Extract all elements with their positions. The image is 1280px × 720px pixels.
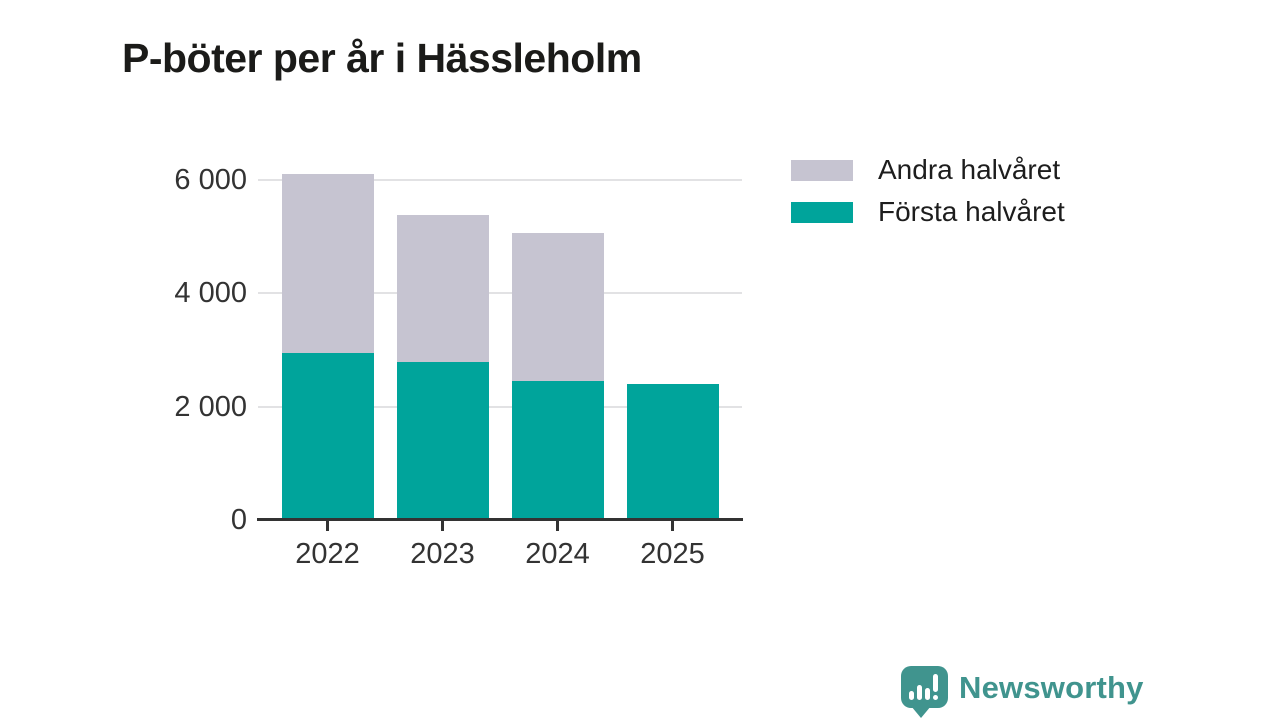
bar-segment-forsta <box>626 384 719 520</box>
legend: Andra halvåret Första halvåret <box>791 153 1065 229</box>
gridline <box>258 405 742 408</box>
x-tick-label: 2022 <box>295 538 360 570</box>
x-tick-label: 2023 <box>410 538 475 570</box>
x-tick <box>671 521 674 531</box>
x-tick <box>441 521 444 531</box>
legend-label: Första halvåret <box>878 196 1065 227</box>
chart-title: P-böter per år i Hässleholm <box>122 35 642 82</box>
gridline <box>258 292 742 295</box>
x-label-wrap: 2025 <box>627 521 719 571</box>
y-tick-label: 6 000 <box>174 164 247 196</box>
bar-segment-andra <box>511 232 604 382</box>
logo-text: Newsworthy <box>959 670 1144 705</box>
legend-swatch-forsta <box>791 201 853 223</box>
bars-row <box>258 173 742 520</box>
bar-stack-2022 <box>281 173 374 520</box>
bar-segment-forsta <box>396 361 489 520</box>
bar-stack-2024 <box>511 232 604 520</box>
x-label-wrap: 2024 <box>512 521 604 571</box>
bar-segment-forsta <box>511 381 604 520</box>
x-label-wrap: 2022 <box>282 521 374 571</box>
x-axis-labels: 2022 2023 2024 2025 <box>258 521 742 571</box>
bar-segment-andra <box>396 215 489 362</box>
x-tick <box>556 521 559 531</box>
legend-item-andra: Andra halvåret <box>791 153 1065 187</box>
y-tick-label: 2 000 <box>174 390 247 423</box>
bar-stack-2023 <box>396 215 489 520</box>
gridline <box>258 179 742 181</box>
y-axis-labels: 0 2 000 4 000 6 000 <box>120 164 247 536</box>
x-tick-label: 2024 <box>525 538 590 570</box>
bar-stack-2025 <box>626 384 719 520</box>
bar-segment-forsta <box>281 352 374 520</box>
x-axis-line <box>257 518 743 521</box>
speech-bubble-tail <box>911 706 931 718</box>
newsworthy-logo: Newsworthy <box>901 666 1144 718</box>
x-tick <box>326 521 329 531</box>
legend-swatch-andra <box>791 159 853 181</box>
plot-area <box>258 173 742 520</box>
y-tick-label: 0 <box>230 504 247 536</box>
legend-label: Andra halvåret <box>878 154 1061 185</box>
legend-item-forsta: Första halvåret <box>791 195 1065 229</box>
y-tick-label: 4 000 <box>174 277 247 310</box>
x-tick-label: 2025 <box>640 538 705 570</box>
x-label-wrap: 2023 <box>397 521 489 571</box>
chart-speech-bubble-icon <box>901 666 948 718</box>
bar-segment-andra <box>281 173 374 353</box>
